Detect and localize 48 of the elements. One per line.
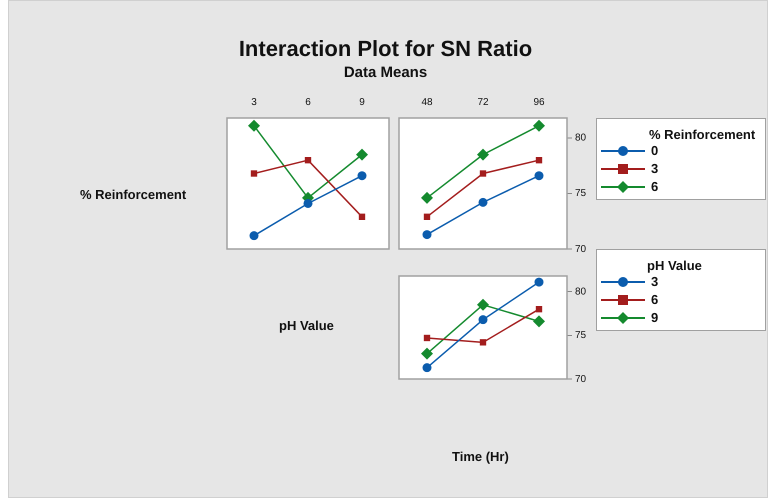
point (421, 348, 433, 360)
point (536, 306, 542, 312)
x-tick-label: 96 (533, 96, 545, 108)
y-tick-label: 75 (575, 188, 587, 200)
chart-subtitle: Data Means (342, 64, 428, 81)
point (477, 148, 489, 161)
legend-label: 9 (651, 310, 658, 325)
point (536, 157, 542, 164)
x-tick-label: 9 (359, 96, 366, 108)
point (533, 120, 545, 132)
legend-label: 3 (651, 161, 658, 176)
legend-title: pH Value (647, 258, 702, 273)
point (356, 148, 368, 161)
point (304, 198, 312, 208)
point (534, 278, 544, 287)
y-axis-title: % Reinforcement (80, 187, 186, 202)
y-tick-label: 75 (575, 330, 587, 342)
y-axis-title: pH Value (279, 318, 334, 333)
point (533, 315, 545, 328)
point (358, 171, 366, 180)
chart-title: Interaction Plot for SN Ratio (238, 36, 534, 62)
x-tick-label: 72 (477, 96, 489, 108)
y-tick-label: 80 (575, 132, 587, 144)
point (477, 298, 489, 311)
point (248, 120, 260, 132)
point (478, 198, 488, 207)
point (480, 339, 486, 346)
legend-title: % Reinforcement (649, 127, 756, 142)
y-tick-label: 80 (575, 286, 587, 298)
x-tick-label: 3 (251, 96, 258, 108)
x-tick-label: 48 (421, 96, 433, 108)
point (424, 214, 430, 220)
legend-label: 3 (651, 274, 658, 289)
x-tick-label: 6 (305, 96, 312, 108)
legend-label: 6 (651, 179, 658, 194)
point (421, 192, 433, 204)
point (250, 231, 258, 240)
y-tick-label: 70 (575, 244, 587, 255)
legend-label: 6 (651, 292, 658, 307)
point (422, 230, 432, 240)
point (358, 214, 366, 220)
point (534, 171, 544, 180)
point (304, 157, 312, 164)
x-axis-title: Time (Hr) (452, 449, 509, 464)
point (422, 363, 432, 372)
y-tick-label: 70 (575, 374, 587, 385)
point (478, 315, 488, 324)
legend-label: 0 (651, 143, 658, 158)
